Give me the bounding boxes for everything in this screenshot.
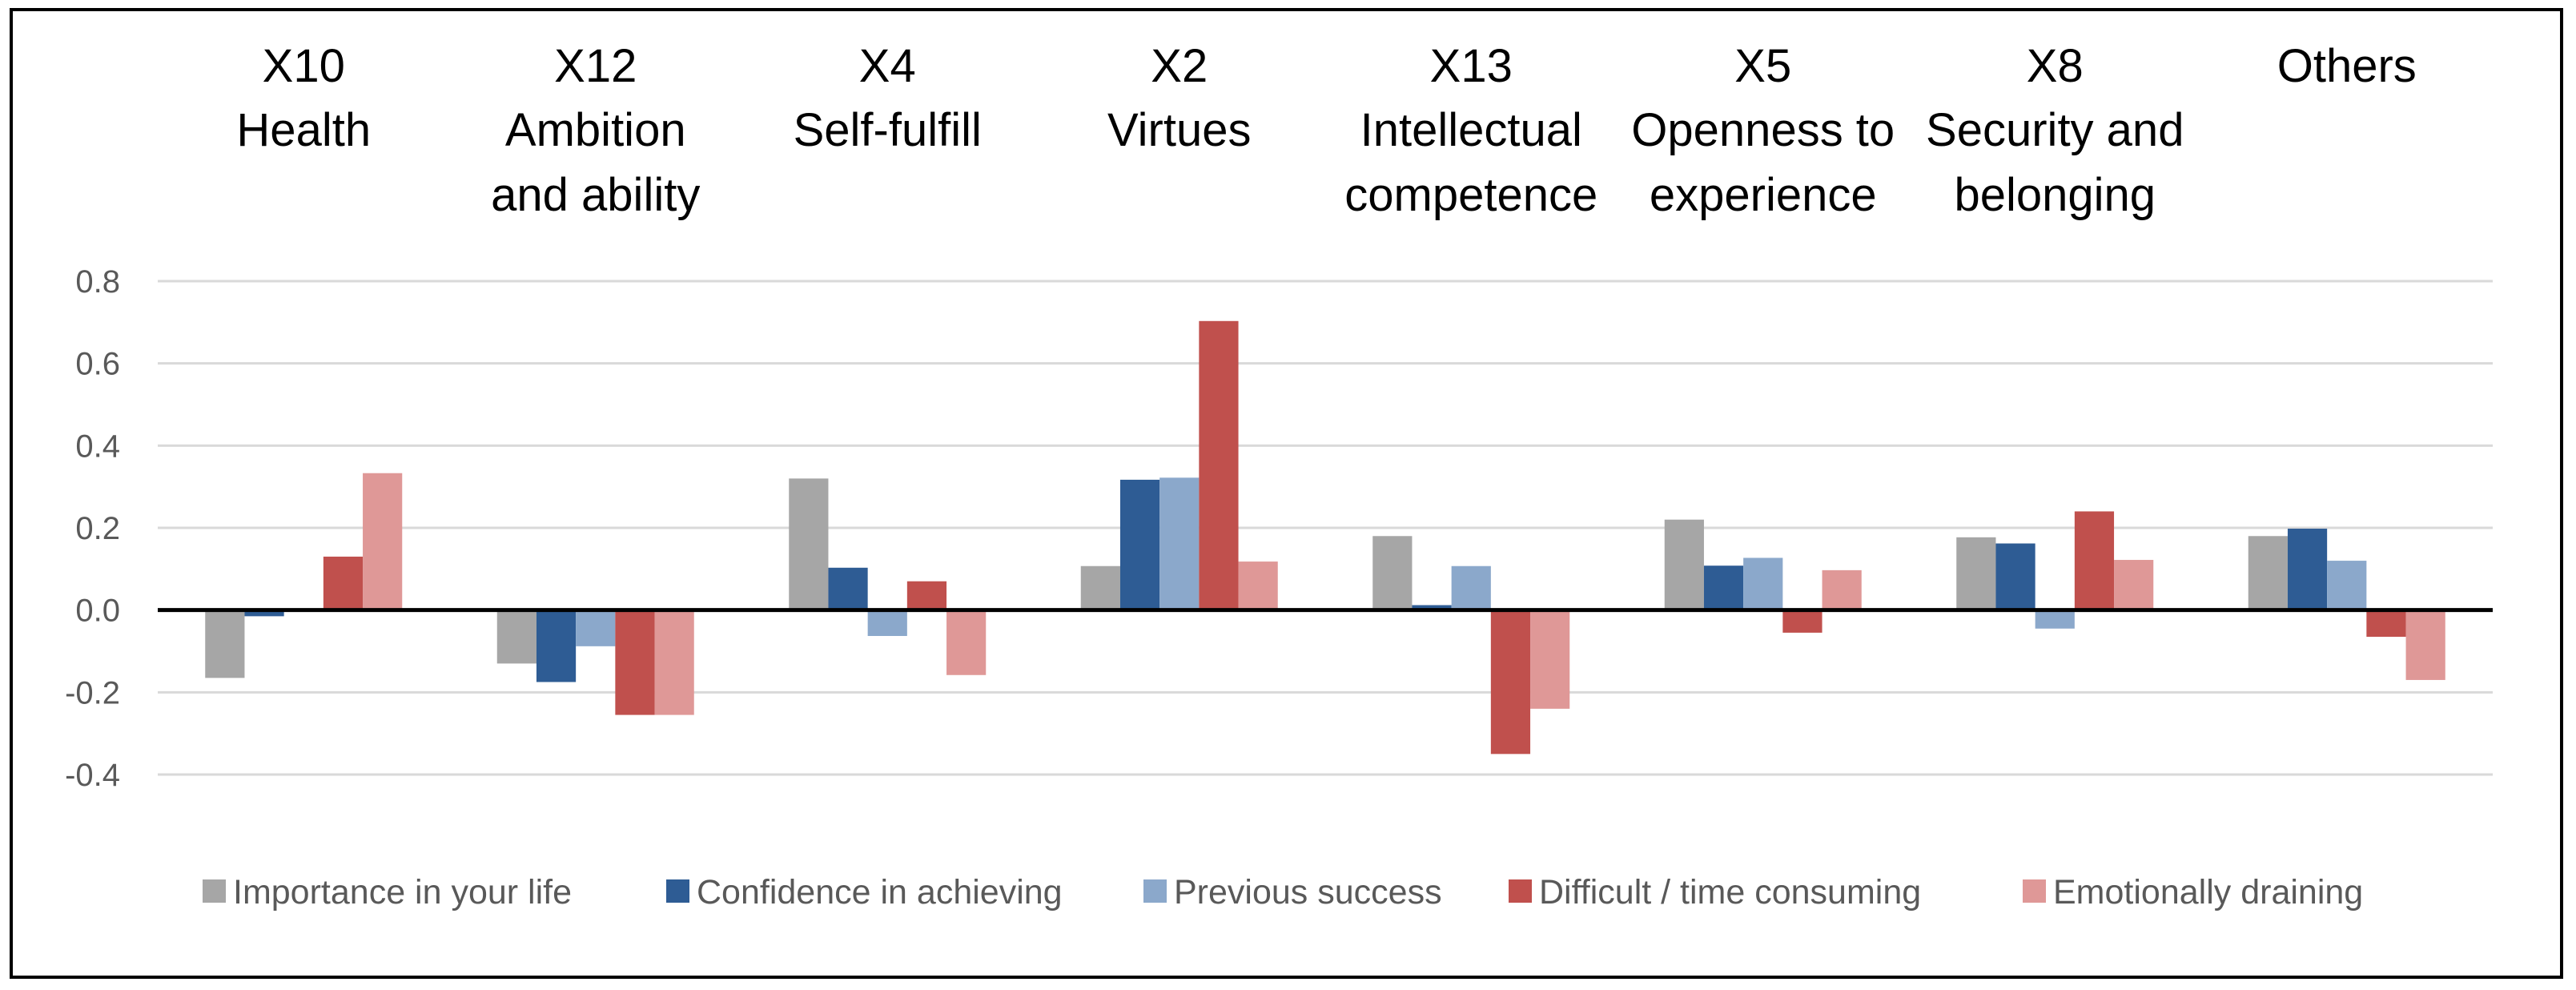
bar-confidence-in-achieving-3 [828,567,868,610]
category-label: X2 Virtues [1107,40,1251,156]
bar-difficult-time-consuming-6 [1782,610,1822,633]
bar-confidence-in-achieving-4 [1119,479,1160,610]
category-label-line: Health [236,104,371,156]
bar-previous-success-4 [1159,477,1200,610]
category-label-line: Others [2277,40,2417,92]
bar-difficult-time-consuming-7 [2074,511,2115,610]
legend-label: Importance in your life [233,873,572,912]
category-label-line: Security and [1926,104,2184,156]
category-label-line: X10 [263,40,345,92]
y-tick-label: 0.8 [75,264,120,300]
bar-confidence-in-achieving-8 [2287,529,2328,610]
y-tick-label: 0.4 [75,429,120,464]
chart-frame [10,8,2563,979]
bar-difficult-time-consuming-3 [906,581,947,610]
bar-emotionally-draining-8 [2405,610,2445,680]
bars [205,320,2445,755]
category-label: X8 Security and belonging [1926,40,2184,221]
category-label-line: Openness to [1631,104,1895,156]
legend: Importance in your life Confidence in ach… [203,873,2363,912]
legend-swatch [1509,879,1532,903]
bar-importance-in-your-life-4 [1080,565,1120,610]
bar-emotionally-draining-6 [1822,569,1862,610]
bar-difficult-time-consuming-4 [1199,320,1239,610]
bar-emotionally-draining-5 [1530,610,1570,709]
bar-importance-in-your-life-2 [496,610,536,664]
bar-previous-success-8 [2327,561,2367,610]
bar-importance-in-your-life-5 [1372,536,1413,610]
bar-emotionally-draining-4 [1238,561,1278,610]
category-label-line: Virtues [1107,104,1251,156]
category-label: X4 Self-fulfill [794,40,982,156]
bar-previous-success-7 [2035,610,2075,629]
legend-swatch [203,879,226,903]
bar-emotionally-draining-1 [363,473,403,610]
y-axis-ticks: 0.8 0.6 0.4 0.2 0.0 -0.2 -0.4 [65,264,120,793]
category-label: Others [2277,40,2417,92]
bar-confidence-in-achieving-1 [244,610,284,617]
category-label-line: experience [1650,169,1877,221]
category-label-line: and ability [491,169,700,221]
bar-confidence-in-achieving-6 [1703,565,1744,610]
y-tick-label: 0.2 [75,511,120,546]
y-tick-label: -0.2 [65,675,120,710]
category-label-line: Self-fulfill [794,104,982,156]
category-label-line: X8 [2027,40,2084,92]
category-label: X10 Health [236,40,371,156]
bar-confidence-in-achieving-5 [1412,605,1452,610]
bar-previous-success-5 [1451,565,1491,610]
category-label-line: competence [1344,169,1597,221]
category-label-line: X12 [554,40,637,92]
bar-previous-success-6 [1743,557,1783,610]
bar-importance-in-your-life-1 [205,610,245,678]
bar-emotionally-draining-3 [946,610,987,675]
category-label-line: X13 [1430,40,1513,92]
category-label-line: X4 [859,40,916,92]
y-tick-label: 0.0 [75,594,120,629]
bar-difficult-time-consuming-2 [615,610,655,715]
bar-importance-in-your-life-8 [2248,536,2288,610]
bar-importance-in-your-life-7 [1956,537,1996,610]
category-label-line: Ambition [505,104,686,156]
bar-importance-in-your-life-6 [1664,519,1704,610]
legend-label: Difficult / time consuming [1539,873,1921,912]
y-tick-label: -0.4 [65,758,120,793]
bar-emotionally-draining-2 [654,610,694,715]
bar-emotionally-draining-7 [2114,560,2154,610]
category-labels: X10 Health X12 Ambition and ability X4 Self-fu… [236,40,2416,221]
bar-confidence-in-achieving-7 [1995,543,2035,610]
category-label-line: belonging [1954,169,2156,221]
legend-label: Confidence in achieving [697,873,1063,912]
category-label: X5 Openness to experience [1631,40,1895,221]
legend-swatch [1143,879,1167,903]
category-label: X13 Intellectual competence [1344,40,1597,221]
category-label-line: Intellectual [1360,104,1582,156]
category-label: X12 Ambition and ability [491,40,700,221]
bar-confidence-in-achieving-2 [536,610,577,682]
gridlines [158,280,2493,776]
legend-swatch [2023,879,2046,903]
bar-previous-success-2 [576,610,616,646]
bar-difficult-time-consuming-8 [2366,610,2406,638]
bar-difficult-time-consuming-5 [1490,610,1531,755]
bar-importance-in-your-life-3 [789,478,829,610]
y-tick-label: 0.6 [75,347,120,382]
legend-label: Previous success [1174,873,1442,912]
category-label-line: X2 [1151,40,1208,92]
category-label-line: X5 [1734,40,1791,92]
bar-difficult-time-consuming-1 [323,556,364,610]
legend-swatch [666,879,689,903]
bar-previous-success-3 [867,610,907,637]
legend-label: Emotionally draining [2053,873,2363,912]
